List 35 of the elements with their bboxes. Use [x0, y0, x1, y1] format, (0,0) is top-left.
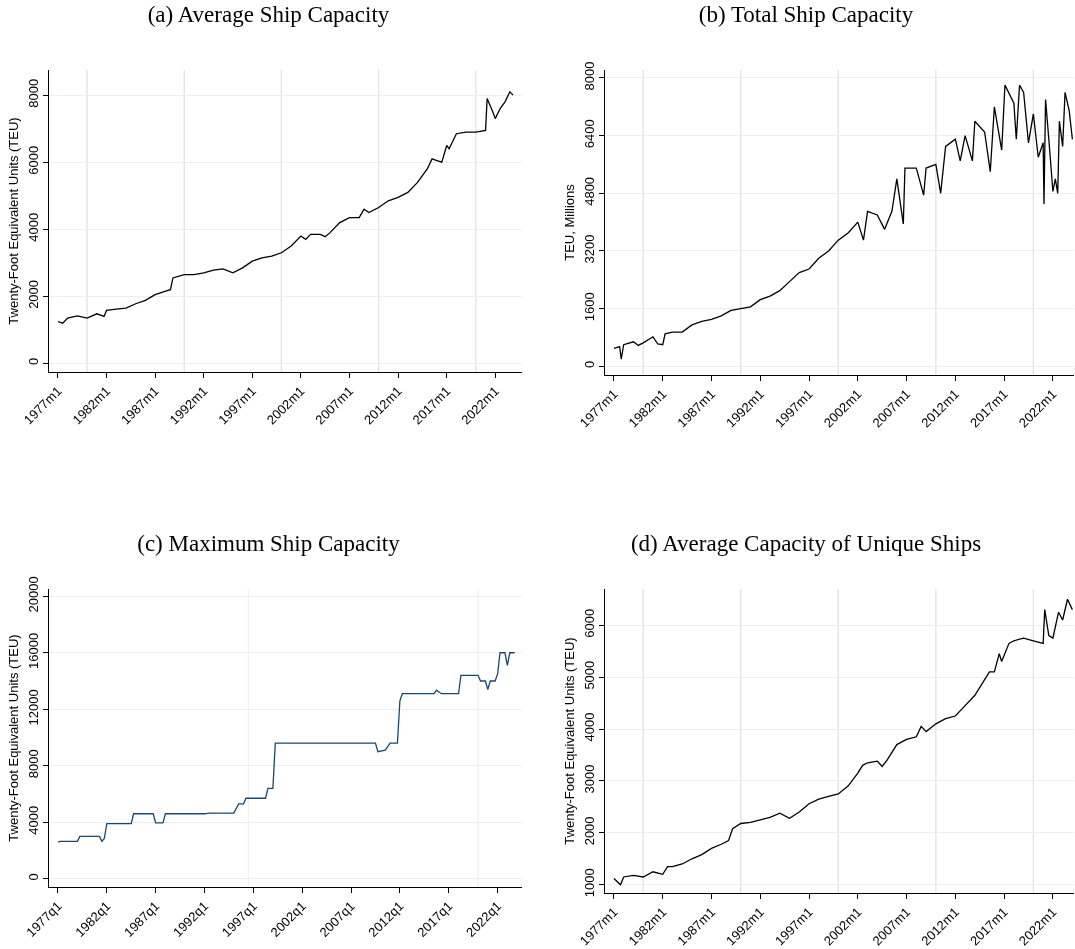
y-tick-label: 2000	[581, 816, 597, 846]
y-tick-label: 6000	[25, 145, 41, 175]
y-tick-label: 6400	[581, 119, 597, 149]
y-tick-label: 6000	[581, 608, 597, 638]
line-series	[57, 652, 516, 843]
y-tick-label: 3200	[581, 234, 597, 264]
y-tick-label: 0	[581, 360, 597, 369]
y-tick-label: 0	[25, 357, 41, 366]
line-series	[613, 598, 1074, 886]
y-tick-label: 5000	[581, 660, 597, 690]
line-series	[57, 91, 514, 324]
y-tick-label: 4000	[581, 712, 597, 742]
y-tick-label: 12000	[25, 689, 41, 726]
y-axis-title: Twenty-Foot Equivalent Units (TEU)	[561, 637, 577, 845]
y-tick-label: 1000	[581, 868, 597, 898]
y-tick-label: 16000	[25, 632, 41, 669]
chart-title: (c) Maximum Ship Capacity	[137, 531, 401, 557]
y-axis-title: TEU, Millions	[561, 183, 577, 261]
chart-title: (d) Average Capacity of Unique Ships	[630, 531, 982, 557]
chart-title: (a) Average Ship Capacity	[147, 2, 390, 28]
chart-title: (b) Total Ship Capacity	[698, 2, 914, 28]
y-tick-label: 4800	[581, 176, 597, 206]
y-tick-label: 3000	[581, 764, 597, 794]
y-axis-title: Twenty-Foot Equivalent Units (TEU)	[5, 117, 21, 325]
y-tick-label: 8000	[581, 61, 597, 91]
y-tick-label: 1600	[581, 292, 597, 322]
line-series	[613, 84, 1074, 360]
y-tick-label: 8000	[25, 78, 41, 108]
y-tick-label: 20000	[25, 576, 41, 613]
y-tick-label: 0	[25, 873, 41, 881]
y-tick-label: 4000	[25, 805, 41, 835]
y-axis-title: Twenty-Foot Equivalent Units (TEU)	[5, 634, 21, 842]
y-tick-label: 2000	[25, 279, 41, 309]
y-tick-label: 4000	[25, 212, 41, 242]
y-tick-label: 8000	[25, 749, 41, 779]
